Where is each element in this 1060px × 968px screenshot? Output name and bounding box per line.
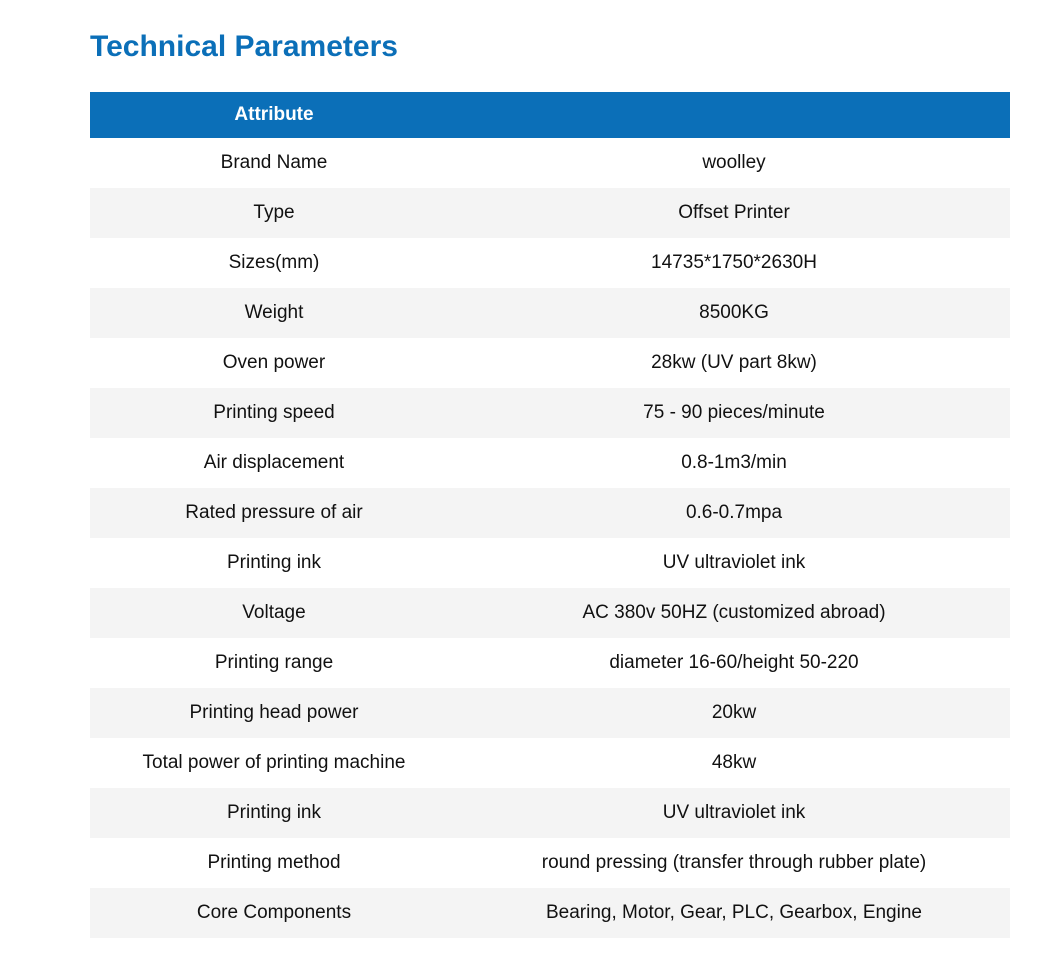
table-row: Printing inkUV ultraviolet ink — [90, 538, 1010, 588]
value-cell: diameter 16-60/height 50-220 — [458, 638, 1010, 688]
table-row: Air displacement0.8-1m3/min — [90, 438, 1010, 488]
table-row: Printing speed75 - 90 pieces/minute — [90, 388, 1010, 438]
table-row: VoltageAC 380v 50HZ (customized abroad) — [90, 588, 1010, 638]
attribute-cell: Sizes(mm) — [90, 238, 458, 288]
value-cell: round pressing (transfer through rubber … — [458, 838, 1010, 888]
value-cell: 14735*1750*2630H — [458, 238, 1010, 288]
attribute-cell: Voltage — [90, 588, 458, 638]
value-cell: 75 - 90 pieces/minute — [458, 388, 1010, 438]
attribute-cell: Weight — [90, 288, 458, 338]
attribute-cell: Printing speed — [90, 388, 458, 438]
value-cell: 0.8-1m3/min — [458, 438, 1010, 488]
attribute-cell: Printing method — [90, 838, 458, 888]
parameters-table: AttributeBrand NamewoolleyTypeOffset Pri… — [90, 92, 1010, 938]
table-row: Printing methodround pressing (transfer … — [90, 838, 1010, 888]
table-row: Rated pressure of air0.6-0.7mpa — [90, 488, 1010, 538]
table-row: Total power of printing machine48kw — [90, 738, 1010, 788]
attribute-cell: Printing ink — [90, 788, 458, 838]
value-cell: 28kw (UV part 8kw) — [458, 338, 1010, 388]
value-cell: 20kw — [458, 688, 1010, 738]
attribute-cell: Air displacement — [90, 438, 458, 488]
attribute-cell: Printing head power — [90, 688, 458, 738]
table-header-row: Attribute — [90, 92, 1010, 138]
table-row: Oven power28kw (UV part 8kw) — [90, 338, 1010, 388]
value-cell: UV ultraviolet ink — [458, 538, 1010, 588]
table-row: Weight8500KG — [90, 288, 1010, 338]
value-cell: woolley — [458, 138, 1010, 188]
section-title: Technical Parameters — [90, 30, 1010, 64]
attribute-cell: Oven power — [90, 338, 458, 388]
value-cell: Offset Printer — [458, 188, 1010, 238]
value-cell: AC 380v 50HZ (customized abroad) — [458, 588, 1010, 638]
table-row: Printing inkUV ultraviolet ink — [90, 788, 1010, 838]
header-attribute: Attribute — [90, 92, 458, 138]
table-body: AttributeBrand NamewoolleyTypeOffset Pri… — [90, 92, 1010, 938]
table-row: Brand Namewoolley — [90, 138, 1010, 188]
attribute-cell: Total power of printing machine — [90, 738, 458, 788]
table-row: Sizes(mm)14735*1750*2630H — [90, 238, 1010, 288]
attribute-cell: Printing range — [90, 638, 458, 688]
attribute-cell: Printing ink — [90, 538, 458, 588]
attribute-cell: Core Components — [90, 888, 458, 938]
table-row: Printing rangediameter 16-60/height 50-2… — [90, 638, 1010, 688]
attribute-cell: Rated pressure of air — [90, 488, 458, 538]
attribute-cell: Type — [90, 188, 458, 238]
value-cell: UV ultraviolet ink — [458, 788, 1010, 838]
value-cell: Bearing, Motor, Gear, PLC, Gearbox, Engi… — [458, 888, 1010, 938]
table-row: Core ComponentsBearing, Motor, Gear, PLC… — [90, 888, 1010, 938]
table-row: Printing head power20kw — [90, 688, 1010, 738]
value-cell: 8500KG — [458, 288, 1010, 338]
attribute-cell: Brand Name — [90, 138, 458, 188]
value-cell: 0.6-0.7mpa — [458, 488, 1010, 538]
header-value — [458, 92, 1010, 138]
table-row: TypeOffset Printer — [90, 188, 1010, 238]
value-cell: 48kw — [458, 738, 1010, 788]
